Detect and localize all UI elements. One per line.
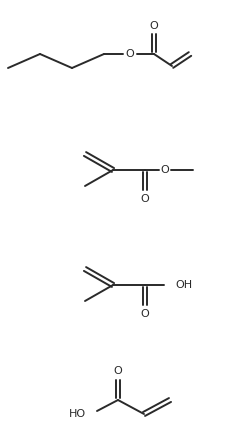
Text: OH: OH (175, 280, 192, 290)
Text: HO: HO (69, 409, 86, 419)
Text: O: O (114, 366, 122, 376)
Text: O: O (150, 21, 158, 31)
Text: O: O (160, 165, 170, 175)
Text: O: O (140, 309, 149, 319)
Text: O: O (126, 49, 134, 59)
Text: O: O (140, 194, 149, 204)
